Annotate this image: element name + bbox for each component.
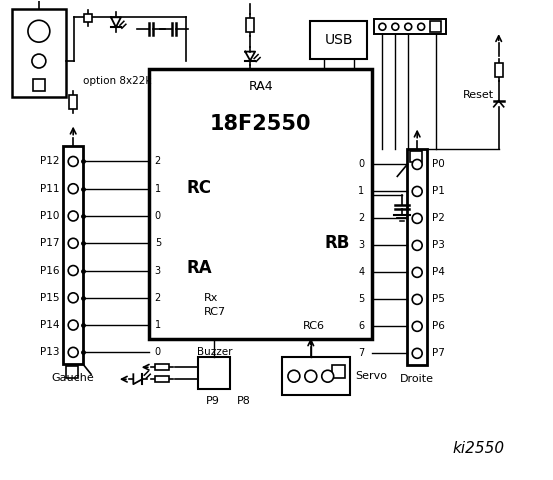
Text: 3: 3 bbox=[155, 265, 161, 276]
Bar bbox=[149, 69, 372, 339]
Bar bbox=[63, 145, 83, 364]
Text: P0: P0 bbox=[432, 159, 445, 169]
Bar bbox=[155, 376, 169, 382]
Text: option 8x22k: option 8x22k bbox=[83, 76, 152, 86]
Text: 2: 2 bbox=[155, 156, 161, 167]
Text: 4: 4 bbox=[358, 267, 364, 277]
Circle shape bbox=[288, 370, 300, 382]
Text: P12: P12 bbox=[40, 156, 59, 167]
Text: P15: P15 bbox=[40, 293, 59, 303]
Bar bbox=[246, 18, 254, 32]
Text: RC6: RC6 bbox=[303, 321, 325, 331]
Circle shape bbox=[412, 214, 422, 223]
Text: Droite: Droite bbox=[400, 374, 434, 384]
Circle shape bbox=[379, 23, 386, 30]
Bar bbox=[199, 357, 230, 389]
Bar bbox=[374, 19, 446, 34]
Text: P4: P4 bbox=[432, 267, 445, 277]
Text: P14: P14 bbox=[40, 320, 59, 330]
Text: ki2550: ki2550 bbox=[453, 441, 505, 456]
Circle shape bbox=[68, 293, 78, 303]
Text: P5: P5 bbox=[432, 294, 445, 304]
Text: 0: 0 bbox=[155, 211, 161, 221]
Circle shape bbox=[28, 20, 50, 42]
Bar bbox=[410, 151, 422, 162]
Bar bbox=[66, 366, 78, 378]
Circle shape bbox=[405, 23, 412, 30]
Bar bbox=[282, 357, 349, 395]
Text: RC: RC bbox=[186, 180, 212, 197]
Bar bbox=[430, 21, 441, 32]
Text: 1: 1 bbox=[155, 320, 161, 330]
Text: 1: 1 bbox=[358, 186, 364, 196]
Bar bbox=[310, 21, 368, 59]
Text: P6: P6 bbox=[432, 321, 445, 331]
Circle shape bbox=[322, 370, 333, 382]
Circle shape bbox=[68, 211, 78, 221]
Circle shape bbox=[305, 370, 317, 382]
Text: Reset: Reset bbox=[463, 90, 494, 100]
Text: Rx: Rx bbox=[204, 293, 218, 303]
Text: USB: USB bbox=[325, 33, 353, 47]
Text: P8: P8 bbox=[237, 396, 251, 406]
Circle shape bbox=[68, 184, 78, 194]
Text: P17: P17 bbox=[40, 238, 59, 248]
Text: 3: 3 bbox=[358, 240, 364, 251]
Circle shape bbox=[392, 23, 399, 30]
Text: 7: 7 bbox=[358, 348, 364, 359]
Text: P2: P2 bbox=[432, 214, 445, 223]
Circle shape bbox=[68, 238, 78, 248]
Text: RA: RA bbox=[186, 259, 212, 277]
Circle shape bbox=[412, 294, 422, 304]
Text: P11: P11 bbox=[40, 184, 59, 194]
Text: 0: 0 bbox=[358, 159, 364, 169]
Text: 5: 5 bbox=[155, 238, 161, 248]
Circle shape bbox=[412, 322, 422, 331]
Circle shape bbox=[412, 348, 422, 358]
Text: 5: 5 bbox=[358, 294, 364, 304]
Text: RA4: RA4 bbox=[248, 80, 273, 94]
Text: 2: 2 bbox=[358, 214, 364, 223]
Text: Buzzer: Buzzer bbox=[197, 348, 232, 357]
Text: P16: P16 bbox=[40, 265, 59, 276]
Text: 0: 0 bbox=[155, 348, 161, 357]
Text: Servo: Servo bbox=[356, 371, 388, 381]
Circle shape bbox=[412, 186, 422, 196]
Bar bbox=[495, 63, 503, 77]
Circle shape bbox=[68, 320, 78, 330]
Text: 6: 6 bbox=[358, 321, 364, 331]
Bar bbox=[155, 364, 169, 370]
Bar bbox=[407, 148, 427, 365]
Text: 1: 1 bbox=[155, 184, 161, 194]
Circle shape bbox=[412, 267, 422, 277]
Bar bbox=[84, 14, 92, 22]
Circle shape bbox=[418, 23, 425, 30]
Text: 18F2550: 18F2550 bbox=[210, 114, 311, 133]
Circle shape bbox=[68, 348, 78, 357]
Circle shape bbox=[412, 240, 422, 251]
Text: P9: P9 bbox=[205, 396, 220, 406]
Text: P10: P10 bbox=[40, 211, 59, 221]
Text: P13: P13 bbox=[40, 348, 59, 357]
Circle shape bbox=[68, 156, 78, 167]
Text: P3: P3 bbox=[432, 240, 445, 251]
Circle shape bbox=[412, 159, 422, 169]
Bar bbox=[332, 365, 345, 378]
Bar bbox=[33, 79, 45, 91]
Bar bbox=[12, 9, 66, 97]
Text: P1: P1 bbox=[432, 186, 445, 196]
Text: P7: P7 bbox=[432, 348, 445, 359]
Text: RB: RB bbox=[325, 234, 350, 252]
Text: RC7: RC7 bbox=[204, 307, 226, 317]
Bar bbox=[69, 95, 77, 109]
Text: Gauche: Gauche bbox=[52, 373, 95, 383]
Text: 2: 2 bbox=[155, 293, 161, 303]
Circle shape bbox=[68, 265, 78, 276]
Circle shape bbox=[32, 54, 46, 68]
